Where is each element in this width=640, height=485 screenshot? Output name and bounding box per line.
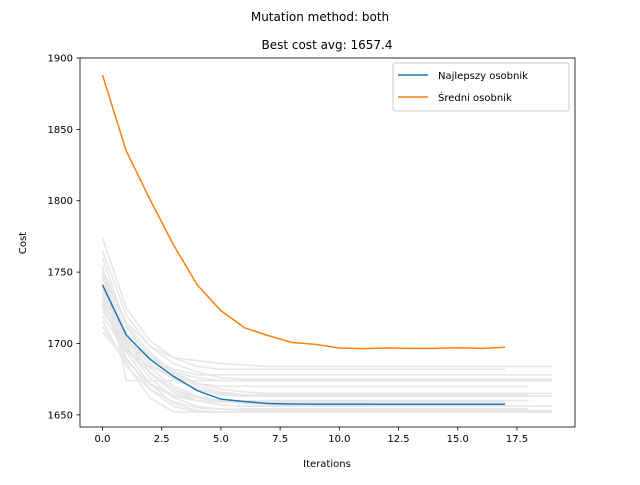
legend-label-average: Średni osobnik bbox=[438, 91, 512, 104]
plot-frame bbox=[79, 57, 576, 428]
x-tick-label: 5.0 bbox=[213, 434, 229, 445]
x-tick-label: 0.0 bbox=[95, 434, 111, 445]
x-axis: 0.0 2.5 5.0 7.5 10.0 12.5 15.0 17.5 bbox=[95, 427, 528, 445]
x-axis-label: Iterations bbox=[303, 459, 351, 470]
background-run-line bbox=[101, 307, 529, 388]
background-run-line bbox=[101, 311, 553, 376]
x-tick-label: 17.5 bbox=[506, 434, 528, 445]
figure-suptitle: Mutation method: both bbox=[251, 10, 389, 24]
x-tick-label: 15.0 bbox=[447, 434, 469, 445]
y-tick-label: 1900 bbox=[48, 54, 73, 65]
x-tick-label: 12.5 bbox=[387, 434, 409, 445]
background-run-line bbox=[101, 274, 553, 395]
main-series-group bbox=[101, 74, 506, 406]
y-axis: 1650 1700 1750 1800 1850 1900 bbox=[48, 54, 80, 421]
x-tick-label: 10.0 bbox=[328, 434, 350, 445]
background-run-line bbox=[101, 325, 553, 413]
background-run-line bbox=[101, 268, 506, 370]
legend-frame bbox=[392, 62, 570, 112]
chart-title: Best cost avg: 1657.4 bbox=[261, 38, 392, 52]
background-run-line bbox=[101, 288, 553, 412]
x-tick-label: 7.5 bbox=[272, 434, 288, 445]
y-tick-label: 1750 bbox=[48, 268, 73, 279]
x-tick-label: 2.5 bbox=[154, 434, 170, 445]
background-run-line bbox=[101, 320, 529, 410]
legend: Najlepszy osobnik Średni osobnik bbox=[392, 62, 570, 112]
y-tick-label: 1650 bbox=[48, 410, 73, 421]
y-axis-label: Cost bbox=[18, 232, 29, 254]
background-run-line bbox=[101, 257, 529, 382]
y-tick-label: 1700 bbox=[48, 339, 73, 350]
average-series-line bbox=[101, 74, 506, 350]
background-run-line bbox=[101, 271, 529, 396]
background-run-line bbox=[101, 283, 529, 402]
background-run-line bbox=[101, 331, 506, 403]
best-series-line bbox=[101, 284, 506, 406]
background-run-line bbox=[101, 301, 529, 408]
background-run-line bbox=[101, 264, 553, 382]
background-run-line bbox=[101, 290, 553, 398]
y-tick-label: 1800 bbox=[48, 196, 73, 207]
legend-label-best: Najlepszy osobnik bbox=[438, 71, 528, 82]
background-run-line bbox=[101, 237, 553, 368]
y-tick-label: 1850 bbox=[48, 125, 73, 136]
background-series-group bbox=[101, 237, 553, 413]
background-run-line bbox=[101, 250, 553, 380]
